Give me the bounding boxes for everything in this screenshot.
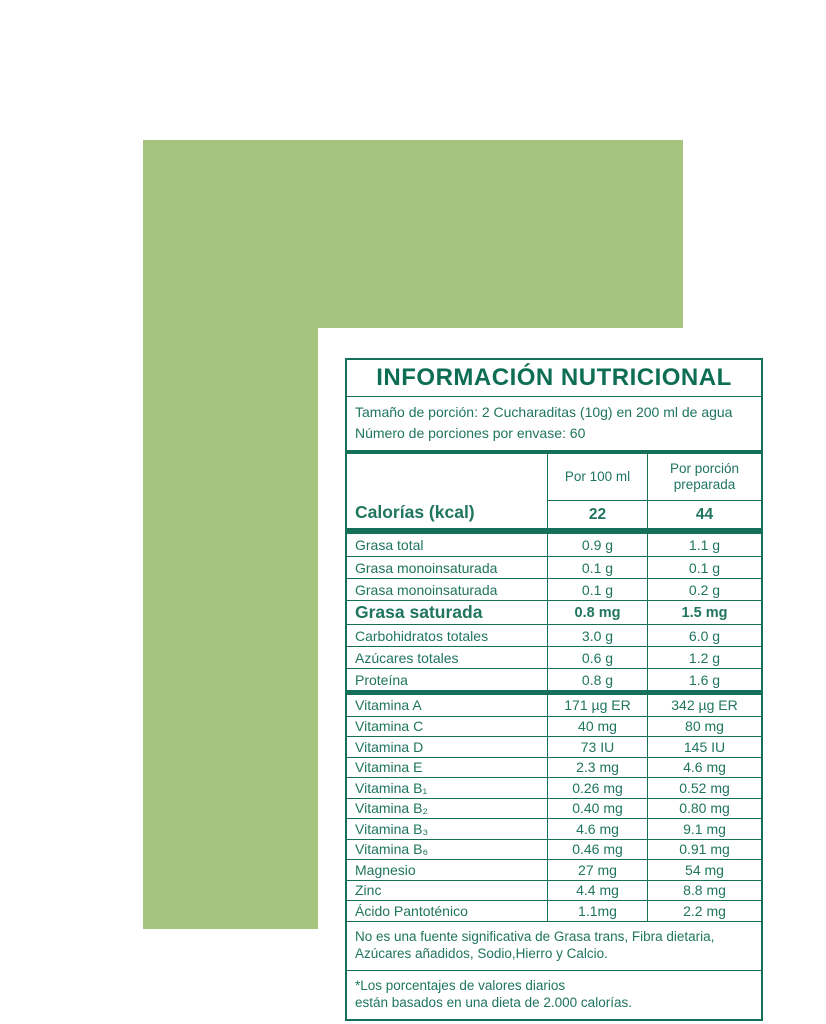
table-row: Proteína 0.8 g 1.6 g [347, 668, 761, 690]
nutrient-label: Proteína [355, 671, 408, 688]
table-row: Vitamina A 171 µg ER 342 µg ER [347, 695, 761, 716]
value-per-100ml: 171 µg ER [547, 695, 647, 716]
value-per-100ml: 0.6 g [547, 647, 647, 668]
note-line: Azúcares añadidos, Sodio,Hierro y Calcio… [355, 946, 608, 962]
nutrient-label: Grasa total [355, 537, 424, 553]
table-row: Ácido Pantoténico 1.1mg 2.2 mg [347, 900, 761, 921]
serving-size-line: Tamaño de porción: 2 Cucharaditas (10g) … [355, 404, 733, 420]
nutrient-label: Grasa saturada [355, 602, 483, 622]
value-per-100ml: 0.8 mg [547, 601, 647, 624]
value-per-serving: 6.0 g [647, 625, 761, 646]
separator-thick [347, 450, 761, 454]
table-row: Zinc 4.4 mg 8.8 mg [347, 879, 761, 900]
nutrient-label: Zinc [355, 882, 382, 899]
nutrition-table: INFORMACIÓN NUTRICIONAL Tamaño de porció… [345, 358, 763, 1021]
nutrient-label: Carbohidratos totales [355, 627, 489, 644]
column-header-per-serving: Por porción preparada [647, 454, 761, 501]
value-per-serving: 8.8 mg [647, 880, 761, 900]
note-line: No es una fuente significativa de Grasa … [355, 928, 715, 944]
nutrient-label: Azúcares totales [355, 649, 459, 666]
value-per-serving: 342 µg ER [647, 695, 761, 716]
value-per-100ml: 73 IU [547, 737, 647, 757]
table-row: Vitamina B₁ 0.26 mg 0.52 mg [347, 777, 761, 798]
label-card: INFORMACIÓN NUTRICIONAL Tamaño de porció… [318, 328, 792, 1024]
nutrient-label: Magnesio [355, 861, 416, 878]
table-row: Vitamina B₆ 0.46 mg 0.91 mg [347, 838, 761, 859]
value-per-serving: 80 mg [647, 716, 761, 736]
value-per-100ml: 0.8 g [547, 669, 647, 690]
nutrient-label: Vitamina B₂ [355, 800, 428, 817]
value-per-serving: 2.2 mg [647, 901, 761, 921]
value-per-serving: 1.2 g [647, 647, 761, 668]
value-per-100ml: 1.1mg [547, 901, 647, 921]
table-row: Grasa total 0.9 g 1.1 g [347, 534, 761, 556]
micronutrients-section: Vitamina A 171 µg ER 342 µg ER Vitamina … [347, 695, 761, 921]
value-per-100ml: 0.1 g [547, 579, 647, 600]
value-per-100ml: 0.40 mg [547, 798, 647, 818]
header-calories-block: Calorías (kcal) Por 100 ml Por porción p… [347, 454, 761, 528]
value-per-serving: 0.1 g [647, 557, 761, 578]
nutrient-label: Vitamina A [355, 697, 422, 714]
table-row: Vitamina B₃ 4.6 mg 9.1 mg [347, 818, 761, 839]
value-per-serving: 1.1 g [647, 534, 761, 556]
value-per-serving: 9.1 mg [647, 819, 761, 839]
nutrient-label: Vitamina B₃ [355, 820, 429, 837]
value-per-100ml: 27 mg [547, 860, 647, 880]
nutrition-title-row: INFORMACIÓN NUTRICIONAL [347, 360, 761, 397]
note-line: *Los porcentajes de valores diarios [355, 977, 566, 993]
green-background-panel: INFORMACIÓN NUTRICIONAL Tamaño de porció… [143, 140, 792, 1024]
nutrient-label: Ácido Pantoténico [355, 902, 468, 919]
table-row: Vitamina E 2.3 mg 4.6 mg [347, 756, 761, 777]
daily-values-note: *Los porcentajes de valores diarios está… [347, 969, 761, 1019]
separator-thick [347, 528, 761, 534]
table-row: Carbohidratos totales 3.0 g 6.0 g [347, 624, 761, 646]
table-row: Azúcares totales 0.6 g 1.2 g [347, 646, 761, 668]
insignificant-sources-note: No es una fuente significativa de Grasa … [347, 920, 761, 970]
calories-label: Calorías (kcal) [355, 502, 475, 522]
nutrient-label: Vitamina E [355, 759, 423, 776]
value-per-100ml: 0.9 g [547, 534, 647, 556]
servings-per-container-line: Número de porciones por envase: 60 [355, 425, 586, 441]
table-row: Vitamina C 40 mg 80 mg [347, 715, 761, 736]
value-per-serving: 4.6 mg [647, 757, 761, 777]
nutrient-label: Vitamina B₆ [355, 841, 429, 858]
separator-thick [347, 690, 761, 695]
note-line: están basados en una dieta de 2.000 calo… [355, 995, 632, 1011]
value-per-100ml: 4.4 mg [547, 880, 647, 900]
value-per-serving: 1.5 mg [647, 601, 761, 624]
value-per-serving: 0.2 g [647, 579, 761, 600]
value-per-100ml: 40 mg [547, 716, 647, 736]
macronutrients-section: Grasa total 0.9 g 1.1 g Grasa monoinsatu… [347, 534, 761, 690]
table-row: Grasa monoinsaturada 0.1 g 0.2 g [347, 578, 761, 600]
calories-per-100ml: 22 [547, 501, 647, 528]
calories-per-serving: 44 [647, 501, 761, 528]
table-row: Grasa monoinsaturada 0.1 g 0.1 g [347, 556, 761, 578]
nutrient-label: Grasa monoinsaturada [355, 581, 498, 598]
value-per-100ml: 2.3 mg [547, 757, 647, 777]
value-per-100ml: 4.6 mg [547, 819, 647, 839]
value-per-serving: 145 IU [647, 737, 761, 757]
table-row: Vitamina B₂ 0.40 mg 0.80 mg [347, 797, 761, 818]
value-per-100ml: 0.46 mg [547, 839, 647, 859]
value-per-100ml: 3.0 g [547, 625, 647, 646]
table-row: Vitamina D 73 IU 145 IU [347, 736, 761, 757]
value-per-100ml: 0.26 mg [547, 778, 647, 798]
nutrient-label: Grasa monoinsaturada [355, 559, 498, 576]
column-header-per-100ml: Por 100 ml [547, 454, 647, 501]
value-per-serving: 1.6 g [647, 669, 761, 690]
serving-info: Tamaño de porción: 2 Cucharaditas (10g) … [347, 397, 761, 450]
nutrient-label: Vitamina D [355, 738, 424, 755]
value-per-serving: 54 mg [647, 860, 761, 880]
value-per-serving: 0.80 mg [647, 798, 761, 818]
nutrient-label: Vitamina B₁ [355, 779, 428, 796]
table-row: Grasa saturada 0.8 mg 1.5 mg [347, 600, 761, 624]
nutrient-label: Vitamina C [355, 718, 424, 735]
table-row: Magnesio 27 mg 54 mg [347, 859, 761, 880]
value-per-serving: 0.52 mg [647, 778, 761, 798]
value-per-serving: 0.91 mg [647, 839, 761, 859]
nutrition-title: INFORMACIÓN NUTRICIONAL [376, 364, 732, 391]
value-per-100ml: 0.1 g [547, 557, 647, 578]
